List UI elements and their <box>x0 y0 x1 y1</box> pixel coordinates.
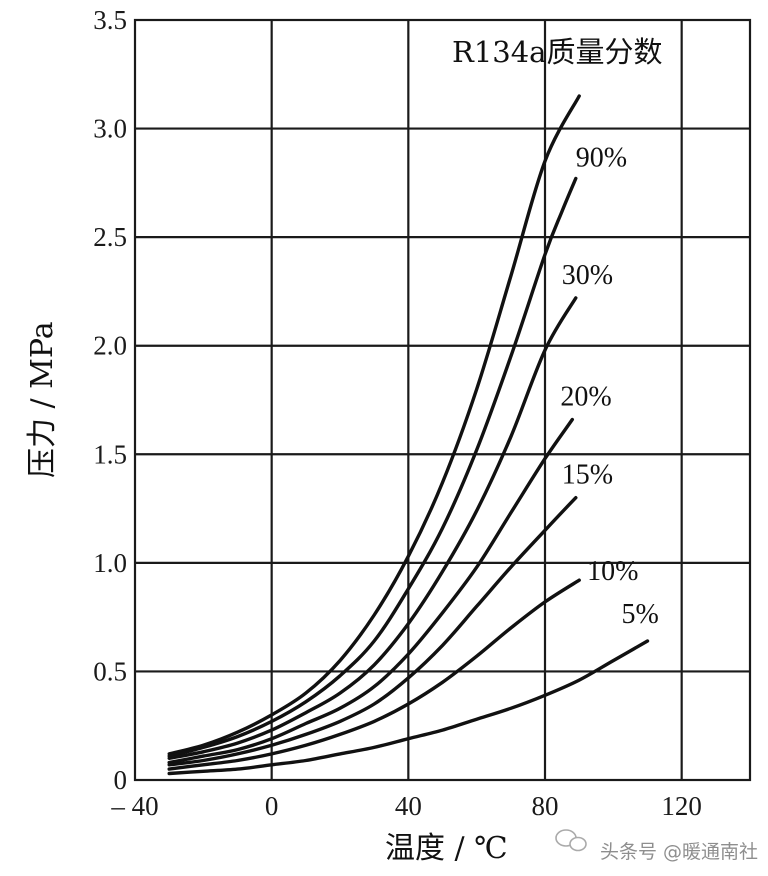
y-tick-label: 1.5 <box>93 439 127 469</box>
curve-15pct <box>167 496 578 767</box>
series-label: 5% <box>622 599 659 630</box>
curve-30pct <box>167 296 578 760</box>
curve-5pct <box>167 639 650 776</box>
y-tick-label: 0 <box>114 765 128 795</box>
curve-R134a <box>167 94 581 756</box>
x-tick-label: 40 <box>395 791 422 821</box>
y-tick-label: 2.0 <box>93 331 127 361</box>
series-label: 20% <box>560 382 611 413</box>
grid <box>133 18 752 782</box>
y-tick-label: 1.0 <box>93 548 127 578</box>
curve-90pct <box>167 176 578 758</box>
chat-bubble-icon <box>555 829 587 852</box>
x-tick-label: 80 <box>532 791 559 821</box>
plot-frame <box>133 18 752 782</box>
y-tick-label: 0.5 <box>93 656 127 686</box>
y-tick-label: 3.0 <box>93 114 127 144</box>
chart-title: R134a质量分数 <box>452 35 662 69</box>
series-label: 10% <box>587 556 638 587</box>
curves <box>167 94 650 776</box>
x-axis-title: 温度 / ℃ <box>385 831 508 866</box>
watermark: 头条号 @暖通南社 <box>555 829 758 863</box>
x-tick-label: 120 <box>661 791 702 821</box>
y-axis-title: 压力 / MPa <box>25 321 60 478</box>
series-label: 15% <box>562 460 613 491</box>
watermark-text: 头条号 @暖通南社 <box>600 841 758 863</box>
series-label: 30% <box>562 260 613 291</box>
series-label: 90% <box>576 143 627 174</box>
curve-20pct <box>167 417 574 765</box>
x-tick-label: 0 <box>265 791 279 821</box>
x-tick-label: – 40 <box>110 791 158 821</box>
labels: R134a质量分数 温度 / ℃ 压力 / MPa – 40 0 40 80 12000… <box>25 5 702 866</box>
curve-10pct <box>167 578 581 771</box>
y-tick-label: 3.5 <box>93 5 127 35</box>
y-tick-label: 2.5 <box>93 222 127 252</box>
